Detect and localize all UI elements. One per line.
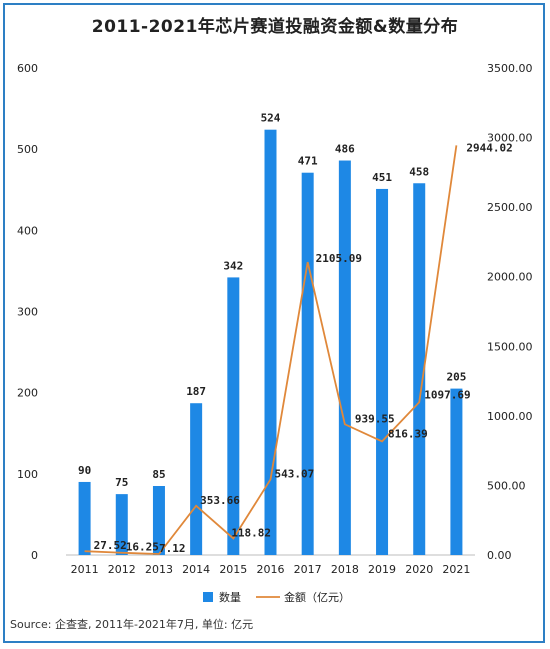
bar-data-label: 486 [335, 143, 355, 156]
y-right-tick-label: 3500.00 [487, 62, 533, 75]
y-right-tick-label: 0.00 [487, 549, 512, 562]
chart-title: 2011-2021年芯片赛道投融资金额&数量分布 [91, 17, 459, 37]
x-tick-label: 2015 [219, 563, 247, 576]
bar-data-label: 451 [372, 171, 392, 184]
x-tick-label: 2016 [257, 563, 285, 576]
bar [338, 160, 351, 555]
bar-data-label: 187 [186, 385, 206, 398]
x-tick-label: 2020 [405, 563, 433, 576]
y-left-tick-label: 600 [17, 62, 38, 75]
bar-data-label: 85 [152, 468, 165, 481]
legend-line-label: 金额（亿元） [284, 590, 350, 604]
y-right-tick-label: 500.00 [487, 479, 526, 492]
y-right-tick-label: 2500.00 [487, 201, 533, 214]
bar-data-label: 342 [223, 259, 243, 272]
bar [413, 183, 426, 556]
y-left-tick-label: 200 [17, 387, 38, 400]
bar-data-label: 90 [78, 464, 91, 477]
bar-data-label: 524 [261, 112, 281, 125]
line-data-label: 543.07 [275, 467, 315, 480]
amount-line [84, 145, 458, 555]
bar-data-label: 205 [446, 371, 466, 384]
legend-bar-swatch [203, 592, 213, 602]
line-data-label: 2105.09 [316, 252, 362, 265]
bar [78, 481, 91, 555]
y-right-tick-label: 2000.00 [487, 271, 533, 284]
line-data-label: 2944.02 [466, 141, 512, 154]
legend-bar-label: 数量 [219, 591, 241, 604]
x-tick-label: 2019 [368, 563, 396, 576]
x-tick-label: 2012 [108, 563, 136, 576]
x-tick-label: 2013 [145, 563, 173, 576]
bar [301, 172, 314, 555]
source-note: Source: 企查查, 2011年-2021年7月, 单位: 亿元 [10, 618, 254, 631]
y-right-tick-label: 1500.00 [487, 340, 533, 353]
line-data-label: 7.12 [159, 542, 186, 555]
bar [450, 388, 463, 555]
bar [190, 403, 203, 555]
line-data-label: 939.55 [355, 412, 395, 425]
y-left-tick-label: 300 [17, 306, 38, 319]
line-data-label: 1097.69 [424, 388, 470, 401]
line-data-label: 27.52 [94, 539, 127, 552]
y-right-tick-label: 3000.00 [487, 132, 533, 145]
bar [115, 494, 128, 555]
bar-data-label: 471 [298, 155, 318, 168]
line-data-label: 816.39 [388, 427, 428, 440]
bar [152, 486, 165, 555]
x-tick-label: 2011 [71, 563, 99, 576]
x-tick-label: 2018 [331, 563, 359, 576]
y-right-tick-label: 1000.00 [487, 410, 533, 423]
line-data-label: 118.82 [231, 526, 271, 539]
bar [264, 129, 277, 556]
bar-data-label: 75 [115, 476, 128, 489]
x-tick-label: 2021 [442, 563, 470, 576]
bar [227, 277, 240, 555]
y-left-tick-label: 100 [17, 468, 38, 481]
bar-data-label: 458 [409, 165, 429, 178]
x-tick-label: 2014 [182, 563, 210, 576]
x-tick-label: 2017 [294, 563, 322, 576]
line-data-label: 16.25 [126, 541, 159, 554]
bar [376, 188, 389, 555]
y-left-tick-label: 0 [31, 549, 38, 562]
y-left-tick-label: 500 [17, 143, 38, 156]
y-left-tick-label: 400 [17, 224, 38, 237]
line-data-label: 353.66 [200, 494, 240, 507]
